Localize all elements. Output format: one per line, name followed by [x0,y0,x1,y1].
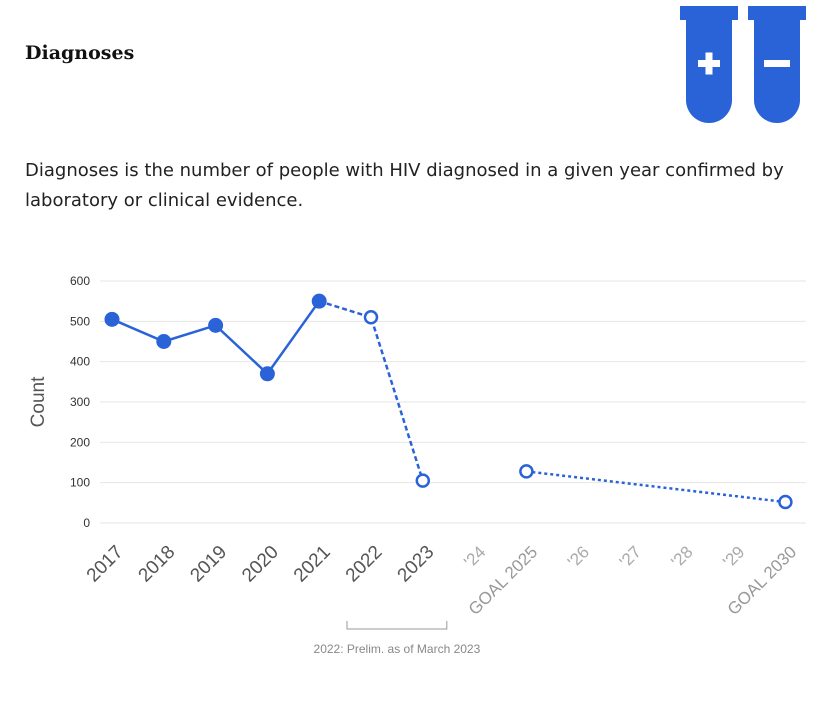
annotation-bracket [346,621,448,630]
data-point [519,464,534,479]
y-tick-label: 0 [83,516,90,530]
x-tick-label: 2018 [135,542,180,587]
series-line [526,470,786,504]
data-point [104,311,120,327]
data-point [156,334,172,349]
x-tick-label: '28 [668,542,697,571]
x-tick-label: 2022 [342,542,387,587]
x-tick-label: '29 [719,542,748,571]
y-axis-label: Count [28,376,49,427]
x-tick-label: 2017 [83,542,128,587]
data-point [778,494,793,510]
x-tick-label: '27 [616,542,645,571]
x-tick-label: '26 [564,542,593,571]
y-tick-label: 100 [70,476,90,490]
data-point [363,310,379,325]
y-tick-label: 400 [70,355,90,369]
data-point [208,317,224,333]
data-point [311,293,327,309]
y-tick-label: 200 [70,435,90,449]
data-point [259,366,275,382]
y-tick-label: 500 [70,314,90,328]
description-text: Diagnoses is the number of people with H… [25,160,784,211]
test-tubes-plus-minus-icon [676,4,806,134]
x-tick-label: 2021 [290,542,335,587]
y-tick-label: 300 [70,395,90,409]
series-line [111,300,321,376]
annotation-text: 2022: Prelim. as of March 2023 [314,642,481,656]
y-tick-label: 600 [70,274,90,288]
x-tick-label: '24 [460,542,489,571]
diagnoses-line-chart: 0 100 200 300 400 500 600 Count 2017 2018 2019 2020… [28,274,806,656]
x-tick-label: 2019 [186,542,231,587]
page-title: Diagnoses [25,42,135,64]
series-line [318,299,424,482]
x-tick-label: 2020 [238,542,283,587]
x-tick-label: 2023 [394,542,439,587]
data-point [415,473,431,488]
